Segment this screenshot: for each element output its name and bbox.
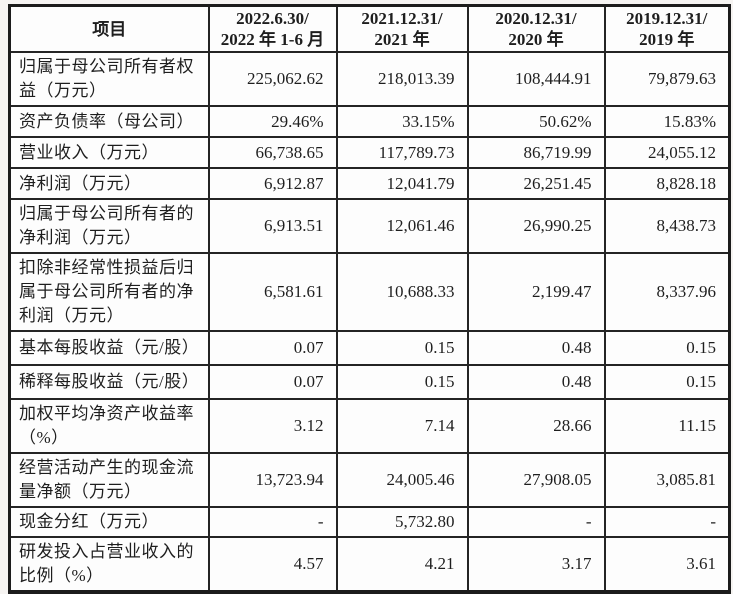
header-period-line1: 2022.6.30/ [236,9,309,28]
table-row: 归属于母公司所有者权益（万元） 225,062.62 218,013.39 10… [8,51,731,107]
cell-value: 218,013.39 [335,51,469,107]
cell-value: 7.14 [335,398,469,454]
table-row: 稀释每股收益（元/股） 0.07 0.15 0.48 0.15 [8,364,731,400]
cell-value: 24,005.46 [335,452,469,508]
cell-value: 4.57 [207,536,338,593]
row-label: 营业收入（万元） [8,136,210,169]
row-label: 现金分红（万元） [8,506,210,538]
cell-value: 79,879.63 [603,51,731,107]
cell-value: 86,719.99 [466,136,606,169]
cell-value: 6,912.87 [207,167,338,200]
table-row: 净利润（万元） 6,912.87 12,041.79 26,251.45 8,8… [8,167,731,200]
cell-value: 8,438.73 [603,198,731,254]
header-period-line1: 2020.12.31/ [495,9,577,28]
cell-value: 0.48 [466,330,606,366]
cell-value: 3.61 [603,536,731,593]
row-label: 经营活动产生的现金流量净额（万元） [8,452,210,508]
row-label: 基本每股收益（元/股） [8,330,210,366]
row-label: 加权平均净资产收益率（%） [8,398,210,454]
cell-value: - [207,506,338,538]
cell-value: 0.48 [466,364,606,400]
cell-value: 10,688.33 [335,252,469,332]
table-row: 扣除非经常性损益后归属于母公司所有者的净利润（万元） 6,581.61 10,6… [8,252,731,332]
cell-value: 4.21 [335,536,469,593]
financial-metrics-table: 项目 2022.6.30/ 2022 年 1-6 月 2021.12.31/ 2… [8,4,731,594]
cell-value: 0.07 [207,330,338,366]
header-item-label: 项目 [92,19,127,39]
table-row: 加权平均净资产收益率（%） 3.12 7.14 28.66 11.15 [8,398,731,454]
cell-value: 12,061.46 [335,198,469,254]
table-row: 归属于母公司所有者的净利润（万元） 6,913.51 12,061.46 26,… [8,198,731,254]
cell-value: 0.15 [335,330,469,366]
cell-value: 225,062.62 [207,51,338,107]
table-row: 营业收入（万元） 66,738.65 117,789.73 86,719.99 … [8,136,731,169]
cell-value: 0.15 [335,364,469,400]
table-row: 研发投入占营业收入的比例（%） 4.57 4.21 3.17 3.61 [8,536,731,593]
cell-value: 50.62% [466,105,606,138]
cell-value: - [603,506,731,538]
cell-value: 0.15 [603,364,731,400]
cell-value: 26,990.25 [466,198,606,254]
cell-value: 15.83% [603,105,731,138]
table-row: 资产负债率（母公司） 29.46% 33.15% 50.62% 15.83% [8,105,731,138]
table-row: 现金分红（万元） - 5,732.80 - - [8,506,731,538]
cell-value: 13,723.94 [207,452,338,508]
row-label: 净利润（万元） [8,167,210,200]
cell-value: 26,251.45 [466,167,606,200]
header-period-line2: 2020 年 [508,30,564,49]
cell-value: 6,581.61 [207,252,338,332]
row-label: 资产负债率（母公司） [8,105,210,138]
cell-value: 66,738.65 [207,136,338,169]
cell-value: 0.07 [207,364,338,400]
header-period-line1: 2021.12.31/ [361,9,443,28]
cell-value: 11.15 [603,398,731,454]
cell-value: 28.66 [466,398,606,454]
cell-value: 29.46% [207,105,338,138]
cell-value: 108,444.91 [466,51,606,107]
header-period-2019: 2019.12.31/ 2019 年 [603,4,731,53]
header-period-line2: 2022 年 1-6 月 [220,30,325,49]
cell-value: 27,908.05 [466,452,606,508]
cell-value: 6,913.51 [207,198,338,254]
cell-value: 0.15 [603,330,731,366]
row-label: 扣除非经常性损益后归属于母公司所有者的净利润（万元） [8,252,210,332]
cell-value: 8,828.18 [603,167,731,200]
cell-value: 117,789.73 [335,136,469,169]
row-label: 归属于母公司所有者的净利润（万元） [8,198,210,254]
header-item: 项目 [8,4,210,53]
header-period-line1: 2019.12.31/ [626,9,708,28]
table-header: 项目 2022.6.30/ 2022 年 1-6 月 2021.12.31/ 2… [8,4,731,53]
cell-value: 5,732.80 [335,506,469,538]
cell-value: 3.12 [207,398,338,454]
row-label: 稀释每股收益（元/股） [8,364,210,400]
header-row: 项目 2022.6.30/ 2022 年 1-6 月 2021.12.31/ 2… [8,4,731,53]
table-row: 基本每股收益（元/股） 0.07 0.15 0.48 0.15 [8,330,731,366]
cell-value: 3.17 [466,536,606,593]
table-body: 归属于母公司所有者权益（万元） 225,062.62 218,013.39 10… [8,51,731,593]
header-period-line2: 2021 年 [374,30,430,49]
cell-value: 24,055.12 [603,136,731,169]
cell-value: 2,199.47 [466,252,606,332]
header-period-2022h1: 2022.6.30/ 2022 年 1-6 月 [207,4,338,53]
header-period-2021: 2021.12.31/ 2021 年 [335,4,469,53]
header-period-line2: 2019 年 [639,30,695,49]
cell-value: 33.15% [335,105,469,138]
header-period-2020: 2020.12.31/ 2020 年 [466,4,606,53]
cell-value: 8,337.96 [603,252,731,332]
cell-value: - [466,506,606,538]
cell-value: 3,085.81 [603,452,731,508]
cell-value: 12,041.79 [335,167,469,200]
row-label: 归属于母公司所有者权益（万元） [8,51,210,107]
row-label: 研发投入占营业收入的比例（%） [8,536,210,593]
table-row: 经营活动产生的现金流量净额（万元） 13,723.94 24,005.46 27… [8,452,731,508]
